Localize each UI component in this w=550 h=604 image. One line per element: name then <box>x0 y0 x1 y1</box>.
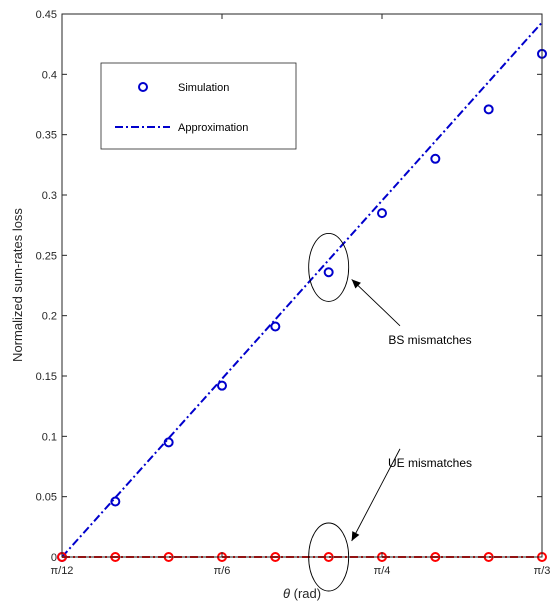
x-tick-label: π/3 <box>534 565 550 577</box>
series-bs-approximation <box>61 21 543 558</box>
annotation-arrowhead <box>351 531 360 541</box>
simulation-point <box>270 321 281 332</box>
y-axis-label: Normalized sum-rates loss <box>10 208 25 362</box>
annotation-arrowhead <box>351 279 361 289</box>
annotation-ellipse <box>308 522 350 592</box>
annotation-ellipse <box>308 232 350 302</box>
y-tick-label: 0 <box>51 552 57 564</box>
annotations: BS mismatches UE mismatches <box>308 232 472 592</box>
x-tick-label: π/6 <box>214 565 231 577</box>
x-axis-symbol: θ <box>283 586 290 601</box>
legend-box <box>100 62 297 150</box>
y-tick-label: 0.3 <box>42 190 57 202</box>
annotation-arrow <box>351 279 401 327</box>
annotation-ue: UE mismatches <box>308 448 472 592</box>
annotation-label: BS mismatches <box>388 333 471 347</box>
simulation-point <box>377 208 387 219</box>
legend: Simulation Approximation <box>100 62 297 150</box>
plot-frame <box>61 13 543 558</box>
legend-marker-simulation <box>138 82 148 92</box>
y-tick-label: 0.15 <box>36 371 57 383</box>
simulation-point <box>163 437 174 448</box>
annotation-arrow <box>351 448 401 542</box>
x-tick-label: π/12 <box>51 565 74 577</box>
simulation-point <box>110 496 121 507</box>
annotation-bs: BS mismatches <box>308 232 472 347</box>
y-tick-label: 0.05 <box>36 492 57 504</box>
legend-label-simulation: Simulation <box>178 82 229 94</box>
approximation-line <box>61 21 543 558</box>
simulation-point <box>430 153 441 164</box>
axis-ticks: 0 0.05 0.1 0.15 0.2 0.25 0.3 0.35 0.4 0.45 π/12 π/6… <box>36 9 550 577</box>
x-axis-label: θ (rad) <box>283 586 321 601</box>
x-axis-unit: (rad) <box>290 586 321 601</box>
y-tick-label: 0.45 <box>36 9 57 21</box>
annotation-label: UE mismatches <box>388 456 472 470</box>
y-tick-label: 0.4 <box>42 69 57 81</box>
y-tick-label: 0.35 <box>36 130 57 142</box>
y-tick-label: 0.2 <box>42 311 57 323</box>
simulation-point <box>323 267 334 278</box>
y-tick-label: 0.25 <box>36 250 57 262</box>
y-tick-label: 0.1 <box>42 431 57 443</box>
simulation-point <box>483 104 494 115</box>
simulation-point <box>217 380 227 391</box>
x-tick-label: π/4 <box>374 565 391 577</box>
legend-label-approximation: Approximation <box>178 122 248 134</box>
